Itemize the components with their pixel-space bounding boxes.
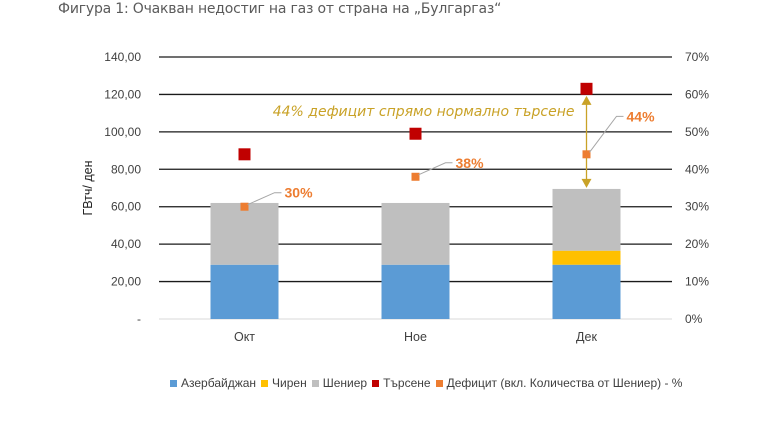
deficit-data-label: 44%	[627, 108, 656, 124]
y-tick-label: 80,00	[111, 162, 141, 176]
y-tick-label: 120,00	[104, 87, 141, 101]
legend-swatch	[435, 379, 443, 387]
bar-segment	[210, 264, 279, 319]
y2-tick-label: 20%	[685, 237, 709, 251]
legend-item: Чирен	[261, 376, 307, 390]
bar-segment	[381, 202, 450, 265]
data-labels: 30% 38% 44%	[247, 108, 656, 206]
markers	[238, 82, 593, 211]
y2-tick-label: 60%	[685, 87, 709, 101]
legend-label: Чирен	[272, 376, 307, 390]
y-tick-label: -	[137, 312, 141, 326]
legend-item: Азербайджан	[170, 376, 256, 390]
x-category-label: Ное	[404, 330, 427, 344]
legend-item: Дефицит (вкл. Количества от Шениер) - %	[435, 376, 683, 390]
deficit-marker	[240, 202, 249, 211]
deficit-data-label: 38%	[456, 155, 485, 171]
legend-item: Търсене	[372, 376, 431, 390]
x-category-label: Окт	[234, 330, 255, 344]
legend-label: Дефицит (вкл. Количества от Шениер) - %	[446, 376, 683, 390]
deficit-data-label: 30%	[285, 185, 314, 201]
legend-swatch	[170, 379, 177, 387]
annotation-text: 44% дефицит спрямо нормално търсене	[273, 104, 575, 120]
bar-segment	[552, 188, 621, 251]
y-tick-label: 20,00	[111, 275, 141, 289]
figure-title: Фигура 1: Очакван недостиг на газ от стр…	[58, 1, 502, 17]
demand-marker	[580, 82, 593, 95]
bar-segment	[552, 250, 621, 265]
y2-tick-label: 0%	[685, 312, 703, 326]
bar-segment	[552, 264, 621, 319]
bars	[210, 188, 621, 319]
legend-swatch	[311, 379, 319, 387]
legend-label: Азербайджан	[181, 376, 257, 390]
x-axis-categories: Окт Ное Дек	[234, 330, 598, 344]
y-axis-ticks: - 20,00 40,00 60,00 80,00 100,00 120,00 140,00	[104, 50, 141, 326]
arrow-down-icon	[581, 178, 592, 188]
data-label-leader	[589, 115, 624, 153]
y-tick-label: 140,00	[104, 50, 141, 64]
legend-label: Шениер	[322, 376, 368, 390]
legend-label: Търсене	[383, 376, 431, 390]
y2-tick-label: 40%	[685, 162, 709, 176]
y-tick-label: 100,00	[104, 125, 141, 139]
deficit-marker	[582, 150, 591, 159]
x-category-label: Дек	[576, 330, 597, 344]
legend-swatch	[372, 379, 380, 387]
legend-item: Шениер	[311, 376, 368, 390]
deficit-marker	[411, 172, 420, 181]
legend-swatch	[261, 379, 269, 387]
demand-marker	[409, 127, 422, 140]
data-label-leader	[247, 192, 282, 206]
bar-segment	[381, 264, 450, 319]
y2-tick-label: 10%	[685, 275, 709, 289]
bar-segment	[210, 202, 279, 265]
annotation: 44% дефицит спрямо нормално търсене	[273, 95, 592, 188]
arrow-up-icon	[581, 95, 592, 105]
demand-marker	[238, 148, 251, 161]
y-tick-label: 60,00	[111, 200, 141, 214]
data-label-leader	[418, 162, 453, 176]
y2-tick-label: 70%	[685, 50, 709, 64]
legend: Азербайджан Чирен Шениер Търсене Дефицит (вк…	[170, 376, 687, 390]
y-tick-label: 40,00	[111, 237, 141, 251]
y2-tick-label: 50%	[685, 125, 709, 139]
y2-tick-label: 30%	[685, 200, 709, 214]
y-axis-label: ГВтч/ ден	[81, 160, 95, 215]
y2-axis-ticks: 0% 10% 20% 30% 40% 50% 60% 70%	[685, 50, 709, 326]
